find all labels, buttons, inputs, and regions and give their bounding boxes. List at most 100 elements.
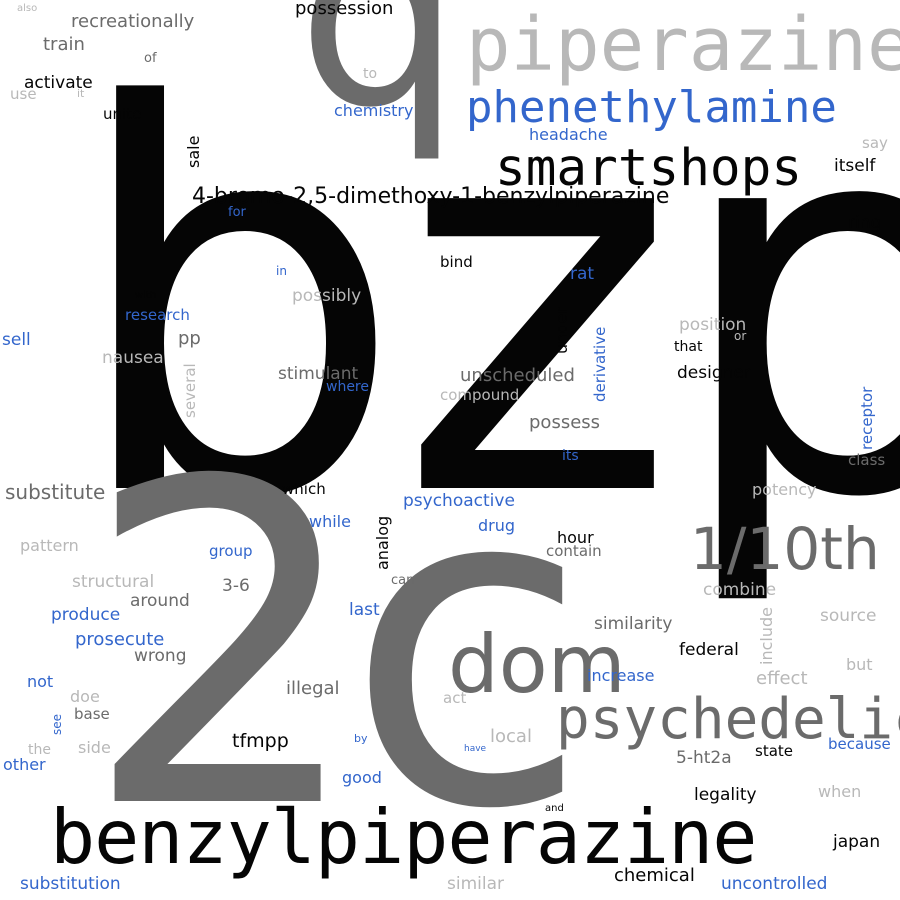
word-local: local: [490, 726, 532, 747]
word-base: base: [74, 705, 110, 723]
word-japan: japan: [833, 832, 881, 852]
word-the: the: [28, 742, 51, 758]
word-state: state: [755, 742, 793, 760]
word-train: train: [43, 34, 85, 55]
word-rat: rat: [570, 264, 595, 284]
word-derivative: derivative: [591, 326, 609, 402]
word-unite: unite: [103, 105, 142, 123]
word-of: of: [144, 51, 157, 66]
word-can: can: [391, 573, 415, 588]
word-that: that: [674, 339, 703, 355]
word-but: but: [846, 655, 873, 674]
word-nausea: nausea: [102, 348, 164, 368]
word-uncontrolled: uncontrolled: [721, 874, 828, 894]
word-effect: effect: [756, 668, 808, 689]
word-bzp: bzp: [68, 0, 900, 613]
word-increase: increase: [587, 666, 655, 685]
word-possibly: possibly: [292, 286, 362, 306]
word-while: while: [309, 512, 351, 531]
word-to: to: [363, 66, 378, 82]
word-by: by: [354, 732, 368, 745]
word-compound: compound: [440, 386, 520, 404]
word-which: which: [282, 480, 326, 498]
word-activate: activate: [24, 73, 93, 93]
word-receptor: receptor: [858, 386, 876, 450]
word-legality: legality: [694, 785, 757, 805]
word-several: several: [181, 363, 199, 418]
word-wrong: wrong: [134, 646, 187, 666]
word-in: in: [276, 264, 287, 278]
word-stimulant: stimulant: [278, 364, 359, 384]
word-and: and: [545, 803, 564, 814]
word-sale: sale: [184, 135, 203, 168]
word-phenethylamine: phenethylamine: [466, 82, 837, 133]
word-chemical: chemical: [614, 865, 695, 886]
word-headache: headache: [529, 125, 608, 144]
word-pp: pp: [178, 328, 201, 349]
word-under: under: [552, 307, 571, 354]
word-designer: designer: [677, 363, 751, 383]
word-possess: possess: [529, 412, 601, 433]
word-possession: possession: [295, 0, 394, 19]
word-act: act: [443, 689, 467, 707]
word-substitute: substitute: [5, 480, 106, 504]
word-last: last: [349, 600, 380, 620]
word-because: because: [828, 735, 891, 753]
word-when: when: [818, 782, 862, 801]
word-contain: contain: [546, 542, 602, 560]
word-5-ht2a: 5-ht2a: [676, 748, 732, 768]
word-piperazine: piperazine: [466, 2, 900, 88]
word-substitution: substitution: [20, 874, 121, 894]
word-class: class: [848, 451, 886, 469]
word-psychoactive: psychoactive: [403, 491, 515, 511]
word-structural: structural: [72, 572, 155, 592]
word-1-10th: 1/10th: [690, 515, 880, 583]
word-similar: similar: [447, 874, 504, 894]
word-analog: analog: [373, 515, 392, 570]
word-doe: doe: [70, 687, 100, 706]
word-with: with: [135, 290, 157, 301]
word-not: not: [27, 672, 54, 691]
word-see: see: [50, 713, 64, 735]
word-potency: potency: [752, 480, 817, 499]
word-have: have: [464, 744, 487, 754]
word-combine: combine: [703, 580, 777, 600]
word-position: position: [679, 315, 747, 335]
word-3-6: 3-6: [222, 576, 250, 596]
word-prosecute: prosecute: [75, 629, 165, 650]
word-smartshops: smartshops: [495, 139, 803, 198]
word-chemistry: chemistry: [334, 101, 414, 120]
word-benzylpiperazine: benzylpiperazine: [50, 793, 757, 881]
word-psychedelic: psychedelic: [556, 687, 900, 752]
word-source: source: [820, 606, 877, 626]
word-use: use: [10, 85, 37, 103]
word-where: where: [326, 379, 369, 395]
word-produce: produce: [51, 605, 121, 625]
word-group: group: [209, 542, 253, 560]
word-other: other: [3, 755, 46, 774]
word-sell: sell: [2, 330, 31, 350]
word-for: for: [228, 205, 246, 220]
word-side: side: [78, 738, 111, 757]
word-federal: federal: [679, 640, 739, 660]
word-drug: drug: [478, 516, 516, 535]
word-tfmpp: tfmpp: [232, 730, 289, 752]
word-itself: itself: [834, 156, 876, 176]
word-pattern: pattern: [20, 536, 79, 555]
word-bind: bind: [440, 253, 473, 271]
word-good: good: [342, 768, 382, 787]
word-4-bromo: 4-bromo-2,5-dimethoxy-1-benzylpiperazine: [192, 184, 670, 209]
word-similarity: similarity: [594, 614, 673, 634]
word-around: around: [130, 591, 190, 611]
word-ring: ring: [848, 213, 882, 233]
word-b-rotated: b: [296, 0, 462, 201]
word-its: its: [562, 448, 579, 464]
word-illegal: illegal: [286, 678, 340, 699]
word-or: or: [734, 329, 747, 343]
word-include: include: [757, 607, 776, 665]
word-research: research: [125, 306, 190, 324]
word-2c: 2c: [82, 388, 590, 900]
word-hour: hour: [557, 528, 594, 547]
word-recreationally: recreationally: [71, 11, 195, 32]
